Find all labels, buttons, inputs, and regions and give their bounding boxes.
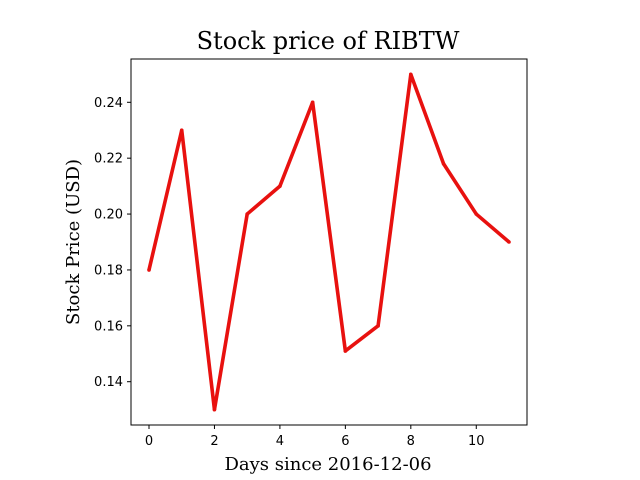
y-tick-label: 0.20 <box>94 208 123 223</box>
data-point <box>441 161 446 166</box>
data-point <box>474 212 479 216</box>
x-axis: 0 2 4 6 8 10 <box>145 425 485 449</box>
x-tick-label: 8 <box>407 434 415 449</box>
plot-area <box>130 58 528 426</box>
data-point <box>278 184 282 188</box>
data-point <box>212 407 217 412</box>
data-point <box>409 72 413 77</box>
y-tick-label: 0.24 <box>94 96 123 111</box>
x-tick-label: 4 <box>276 434 284 449</box>
x-tick-label: 6 <box>341 434 349 449</box>
x-tick-label: 2 <box>210 434 218 449</box>
data-point <box>310 100 315 105</box>
y-axis-label: Stock Price (USD) <box>63 159 84 325</box>
chart-title: Stock price of RIBTW <box>197 27 460 55</box>
series-layer <box>147 72 511 412</box>
price-line <box>147 72 511 412</box>
data-point <box>245 212 249 216</box>
y-tick-label: 0.18 <box>94 263 123 278</box>
x-tick-label: 0 <box>145 434 153 449</box>
data-point <box>507 240 511 244</box>
x-axis-label: Days since 2016-12-06 <box>224 454 431 475</box>
data-point <box>376 324 380 328</box>
y-tick-label: 0.14 <box>94 375 123 390</box>
data-point <box>147 268 151 272</box>
x-tick-label: 10 <box>468 434 485 449</box>
y-tick-label: 0.16 <box>94 319 123 334</box>
y-axis: 0.14 0.16 0.18 0.20 0.22 0.24 <box>94 96 131 390</box>
data-point <box>179 128 184 133</box>
data-point <box>343 349 348 353</box>
y-tick-label: 0.22 <box>94 152 123 167</box>
